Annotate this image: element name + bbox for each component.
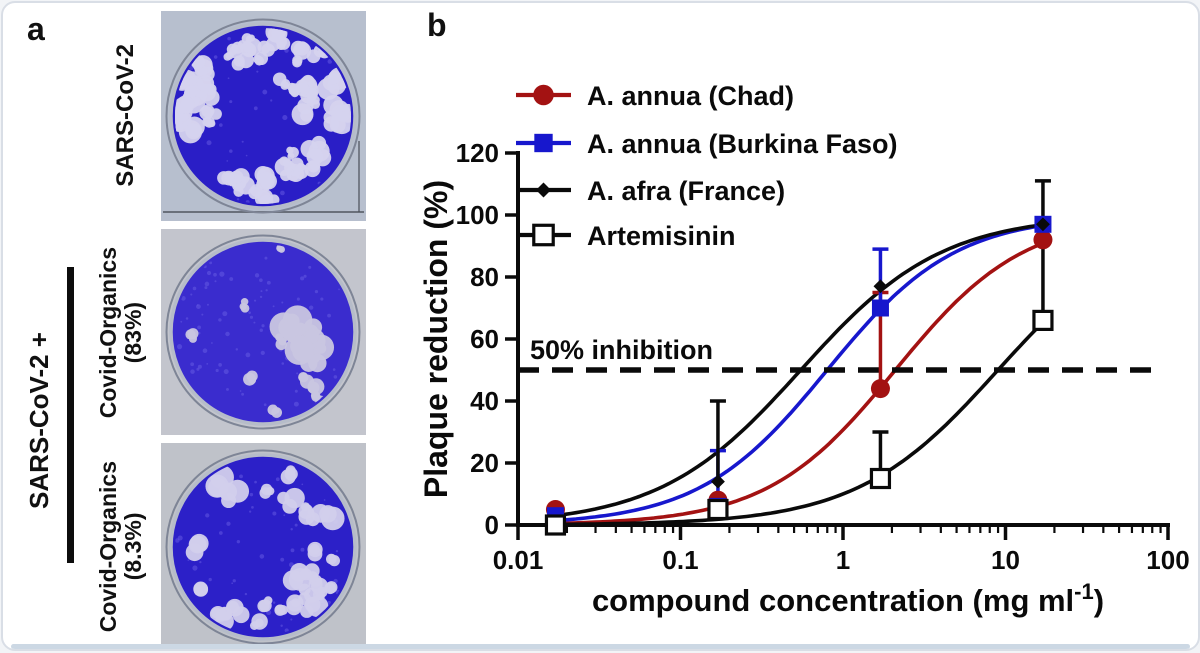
petri-dish-photo-covid-organics-83 bbox=[161, 229, 366, 435]
x-tick-label: 100 bbox=[1146, 545, 1189, 575]
y-tick-label: 100 bbox=[456, 200, 499, 230]
card-bottom-edge bbox=[11, 644, 1190, 649]
y-tick-label: 40 bbox=[470, 386, 499, 416]
dose-response-curves bbox=[546, 222, 1046, 527]
petri-dish-image bbox=[161, 443, 366, 649]
legend-label: A. annua (Burkina Faso) bbox=[587, 129, 898, 159]
group-label-sars-cov-2-plus: SARS-CoV-2 + bbox=[15, 325, 63, 515]
chart-legend: A. annua (Chad) A. annua (Burkina Faso) A.… bbox=[516, 81, 898, 251]
dish-label-line: (83%) bbox=[120, 302, 146, 364]
panel-a-label: a bbox=[27, 11, 45, 47]
group-bracket-bar bbox=[67, 267, 74, 563]
panel-b-label: b bbox=[427, 7, 447, 43]
y-axis-title: Plaque reduction (%) bbox=[418, 180, 454, 498]
fit-curve bbox=[546, 222, 1045, 519]
fit-curve bbox=[546, 241, 1045, 526]
inhibition-50-line: 50% inhibition bbox=[518, 335, 1161, 373]
dish-label-covid-organics-8-3: Covid-Organics (8.3%) bbox=[85, 447, 157, 647]
y-tick-label: 0 bbox=[485, 510, 499, 540]
y-tick-label: 60 bbox=[470, 324, 499, 354]
petri-dish-photo-sars-cov-2 bbox=[161, 11, 366, 221]
x-axis-title: compound concentration (mg ml-1) bbox=[592, 579, 1104, 618]
legend-label: A. afra (France) bbox=[587, 176, 785, 206]
dish-label-covid-organics-83: Covid-Organics (83%) bbox=[85, 235, 157, 431]
dish-label-line: Covid-Organics bbox=[95, 247, 122, 419]
petri-dish-image bbox=[161, 229, 366, 435]
legend-label: Artemisinin bbox=[587, 221, 736, 251]
legend-label: A. annua (Chad) bbox=[587, 81, 794, 111]
dish-label-line: SARS-CoV-2 bbox=[112, 44, 140, 187]
x-tick-label: 10 bbox=[991, 545, 1020, 575]
dish-label-sars-cov-2: SARS-CoV-2 bbox=[95, 33, 157, 198]
x-tick-label: 1 bbox=[836, 545, 850, 575]
fit-curve bbox=[546, 223, 1045, 523]
dish-label-line: (8.3%) bbox=[120, 513, 146, 581]
dish-label-line: Covid-Organics bbox=[95, 461, 122, 633]
group-label-text: SARS-CoV-2 + bbox=[23, 331, 54, 509]
y-tick-label: 80 bbox=[470, 262, 499, 292]
inhibition-50-label: 50% inhibition bbox=[530, 335, 713, 365]
y-tick-label: 20 bbox=[470, 448, 499, 478]
petri-dish-image bbox=[161, 11, 366, 221]
error-bars bbox=[709, 179, 1051, 507]
data-points bbox=[544, 215, 1054, 536]
x-tick-label: 0.1 bbox=[662, 545, 698, 575]
petri-dish-photo-covid-organics-8-3 bbox=[161, 443, 366, 649]
fit-curve bbox=[546, 320, 1046, 527]
y-tick-label: 120 bbox=[456, 138, 499, 168]
x-tick-label: 0.01 bbox=[493, 545, 544, 575]
